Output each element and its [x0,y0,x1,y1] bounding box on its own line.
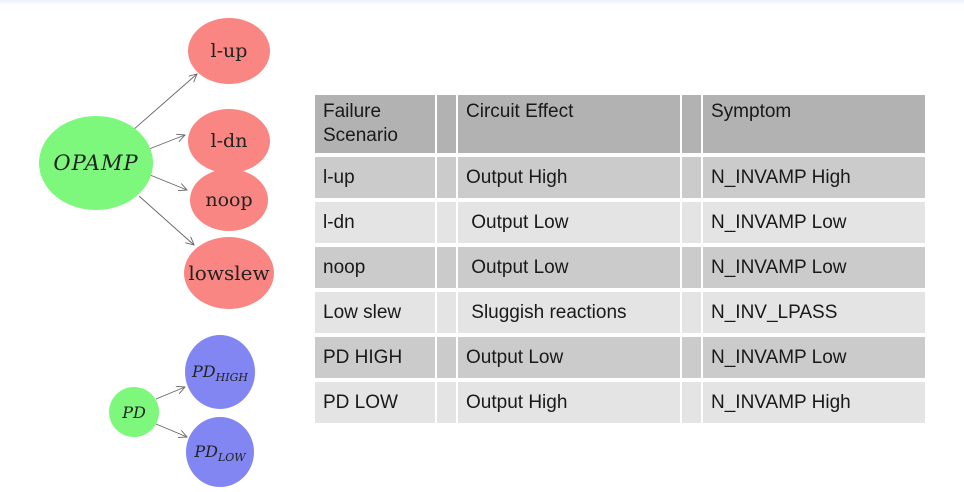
node-pd-label: PD [121,403,146,422]
cell-spacer [437,292,456,333]
node-pd-low-label: PDLOW [193,442,247,464]
header-spacer-2 [682,95,701,153]
pd-low-subscript: LOW [217,451,247,464]
cell-spacer [437,382,456,423]
node-lowslew-label: lowslew [188,261,269,285]
cell-spacer [682,292,701,333]
table-row: noop Output Low N_INVAMP Low [315,247,925,288]
node-lowslew [184,237,274,309]
cell-spacer [682,382,701,423]
cell-effect: Sluggish reactions [458,292,680,333]
node-l-dn-label: l-dn [211,130,248,152]
pd-low-main: PD [193,442,218,461]
cell-symptom: N_INVAMP High [703,157,925,198]
failure-scenario-table: Failure Scenario Circuit Effect Symptom … [313,91,927,427]
cell-symptom: N_INVAMP Low [703,202,925,243]
table-row: Low slew Sluggish reactions N_INV_LPASS [315,292,925,333]
table-row: l-dn Output Low N_INVAMP Low [315,202,925,243]
node-l-up-label: l-up [211,40,248,62]
cell-spacer [437,202,456,243]
cell-effect: Output High [458,157,680,198]
table-header-row: Failure Scenario Circuit Effect Symptom [315,95,925,153]
node-pd-low [186,417,254,487]
cell-effect: Output Low [458,202,680,243]
edge-pd-pdhigh [155,387,185,400]
cell-symptom: N_INVAMP Low [703,247,925,288]
edge-opamp-lowslew [138,195,194,245]
failure-table-container: Failure Scenario Circuit Effect Symptom … [313,91,927,427]
cell-scenario: l-dn [315,202,435,243]
cell-scenario: PD LOW [315,382,435,423]
cell-symptom: N_INV_LPASS [703,292,925,333]
cell-scenario: l-up [315,157,435,198]
node-noop-label: noop [205,189,252,211]
cell-spacer [682,157,701,198]
edge-opamp-l-up [132,74,197,131]
edge-pd-pdlow [155,423,187,437]
cell-scenario: PD HIGH [315,337,435,378]
pd-high-subscript: HIGH [215,371,249,384]
table-row: PD HIGH Output Low N_INVAMP Low [315,337,925,378]
edge-opamp-noop [149,174,187,190]
cell-effect: Output High [458,382,680,423]
cell-scenario: noop [315,247,435,288]
cell-effect: Output Low [458,247,680,288]
edge-opamp-l-dn [148,135,185,150]
window-top-edge [0,0,964,5]
node-l-dn [188,109,270,173]
header-circuit-effect: Circuit Effect [458,95,680,153]
cell-spacer [437,157,456,198]
node-opamp [39,116,153,210]
cell-spacer [437,247,456,288]
node-pd-high [185,335,255,409]
node-noop [190,169,268,231]
pd-high-main: PD [191,362,216,381]
header-failure-scenario: Failure Scenario [315,95,435,153]
header-spacer-1 [437,95,456,153]
cell-spacer [437,337,456,378]
node-l-up [188,18,270,84]
cell-spacer [682,247,701,288]
cell-symptom: N_INVAMP High [703,382,925,423]
header-symptom: Symptom [703,95,925,153]
cell-effect: Output Low [458,337,680,378]
table-row: PD LOW Output High N_INVAMP High [315,382,925,423]
node-pd-high-label: PDHIGH [191,362,248,384]
cell-scenario: Low slew [315,292,435,333]
node-opamp-label: OPAMP [53,151,138,175]
table-row: l-up Output High N_INVAMP High [315,157,925,198]
cell-symptom: N_INVAMP Low [703,337,925,378]
cell-spacer [682,337,701,378]
cell-spacer [682,202,701,243]
node-pd [109,387,159,437]
